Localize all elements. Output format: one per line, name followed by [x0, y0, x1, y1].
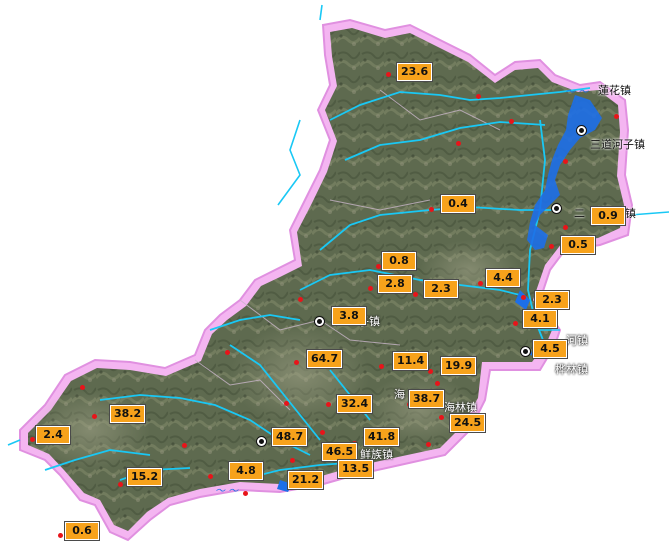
station-dot [294, 360, 299, 365]
rainfall-label: 38.7 [407, 389, 446, 409]
rainfall-label: 4.1 [522, 309, 558, 329]
rainfall-label: 48.7 [270, 427, 309, 447]
rainfall-label: 2.4 [35, 425, 71, 445]
station-dot [563, 159, 568, 164]
town-symbol [256, 436, 267, 447]
station-dot [326, 402, 331, 407]
station-dot [80, 385, 85, 390]
rainfall-label: 4.8 [228, 461, 264, 481]
rainfall-label: 2.3 [534, 290, 570, 310]
town-symbol [576, 125, 587, 136]
station-dot [208, 474, 213, 479]
station-dot [426, 442, 431, 447]
rainfall-label: 2.3 [423, 279, 459, 299]
rainfall-label: 64.7 [305, 349, 344, 369]
rainfall-label: 46.5 [320, 442, 359, 462]
rainfall-label: 2.8 [377, 274, 413, 294]
station-dot [290, 458, 295, 463]
station-dot [478, 281, 483, 286]
station-dot [368, 286, 373, 291]
town-name: 海林镇 [444, 401, 477, 414]
station-dot [379, 364, 384, 369]
station-dot [413, 292, 418, 297]
station-dot [509, 119, 514, 124]
town-name: 三道河子镇 [590, 138, 645, 151]
station-dot [521, 295, 526, 300]
rainfall-label: 0.4 [440, 194, 476, 214]
station-dot [118, 482, 123, 487]
station-dot [476, 94, 481, 99]
rainfall-label: 32.4 [335, 394, 374, 414]
rainfall-label: 4.4 [485, 268, 521, 288]
town-symbol [520, 346, 531, 357]
rainfall-label: 23.6 [395, 62, 434, 82]
town-name: 桦林镇 [555, 363, 588, 376]
station-dot [549, 244, 554, 249]
river-label-north: 〜 〜 [565, 87, 589, 98]
station-dot [513, 321, 518, 326]
river-label-south: 〜 〜 [215, 486, 239, 497]
town-symbol [551, 203, 562, 214]
rainfall-label: 4.5 [532, 339, 568, 359]
station-dot [92, 414, 97, 419]
station-dot [376, 264, 381, 269]
town-name: 鲜族镇 [360, 448, 393, 461]
rainfall-label: 41.8 [362, 427, 401, 447]
terrain-area [28, 28, 624, 531]
rainfall-label: 0.6 [64, 521, 100, 541]
station-dot [30, 437, 35, 442]
station-dot [435, 381, 440, 386]
district-lines [194, 89, 501, 411]
town-name: 河镇 [566, 334, 588, 347]
rainfall-label: 21.2 [286, 470, 325, 490]
station-dot [429, 207, 434, 212]
station-dot [298, 297, 303, 302]
rainfall-label: 0.9 [590, 206, 626, 226]
rainfall-label: 13.5 [336, 459, 375, 479]
station-dot [284, 401, 289, 406]
town-symbol [314, 316, 325, 327]
rainfall-label: 0.8 [381, 251, 417, 271]
town-name: 二 [574, 207, 585, 220]
station-dot [456, 141, 461, 146]
town-name: 蓮花镇 [598, 84, 631, 97]
rainfall-label: 38.2 [108, 404, 147, 424]
station-dot [182, 443, 187, 448]
town-name: 镇 [625, 207, 636, 220]
station-dot [58, 533, 63, 538]
station-dot [439, 415, 444, 420]
station-dot [243, 491, 248, 496]
station-dot [563, 225, 568, 230]
station-dot [386, 72, 391, 77]
station-dot [614, 114, 619, 119]
outer-rivers [7, 4, 669, 446]
rainfall-label: 15.2 [125, 467, 164, 487]
rainfall-label: 19.9 [439, 356, 478, 376]
rainfall-label: 24.5 [448, 413, 487, 433]
town-name: 海 [394, 388, 405, 401]
station-dot [320, 430, 325, 435]
rainfall-label: 11.4 [391, 351, 430, 371]
rainfall-label: 0.5 [560, 235, 596, 255]
station-dot [428, 369, 433, 374]
rainfall-label: 3.8 [331, 306, 367, 326]
station-dot [225, 350, 230, 355]
